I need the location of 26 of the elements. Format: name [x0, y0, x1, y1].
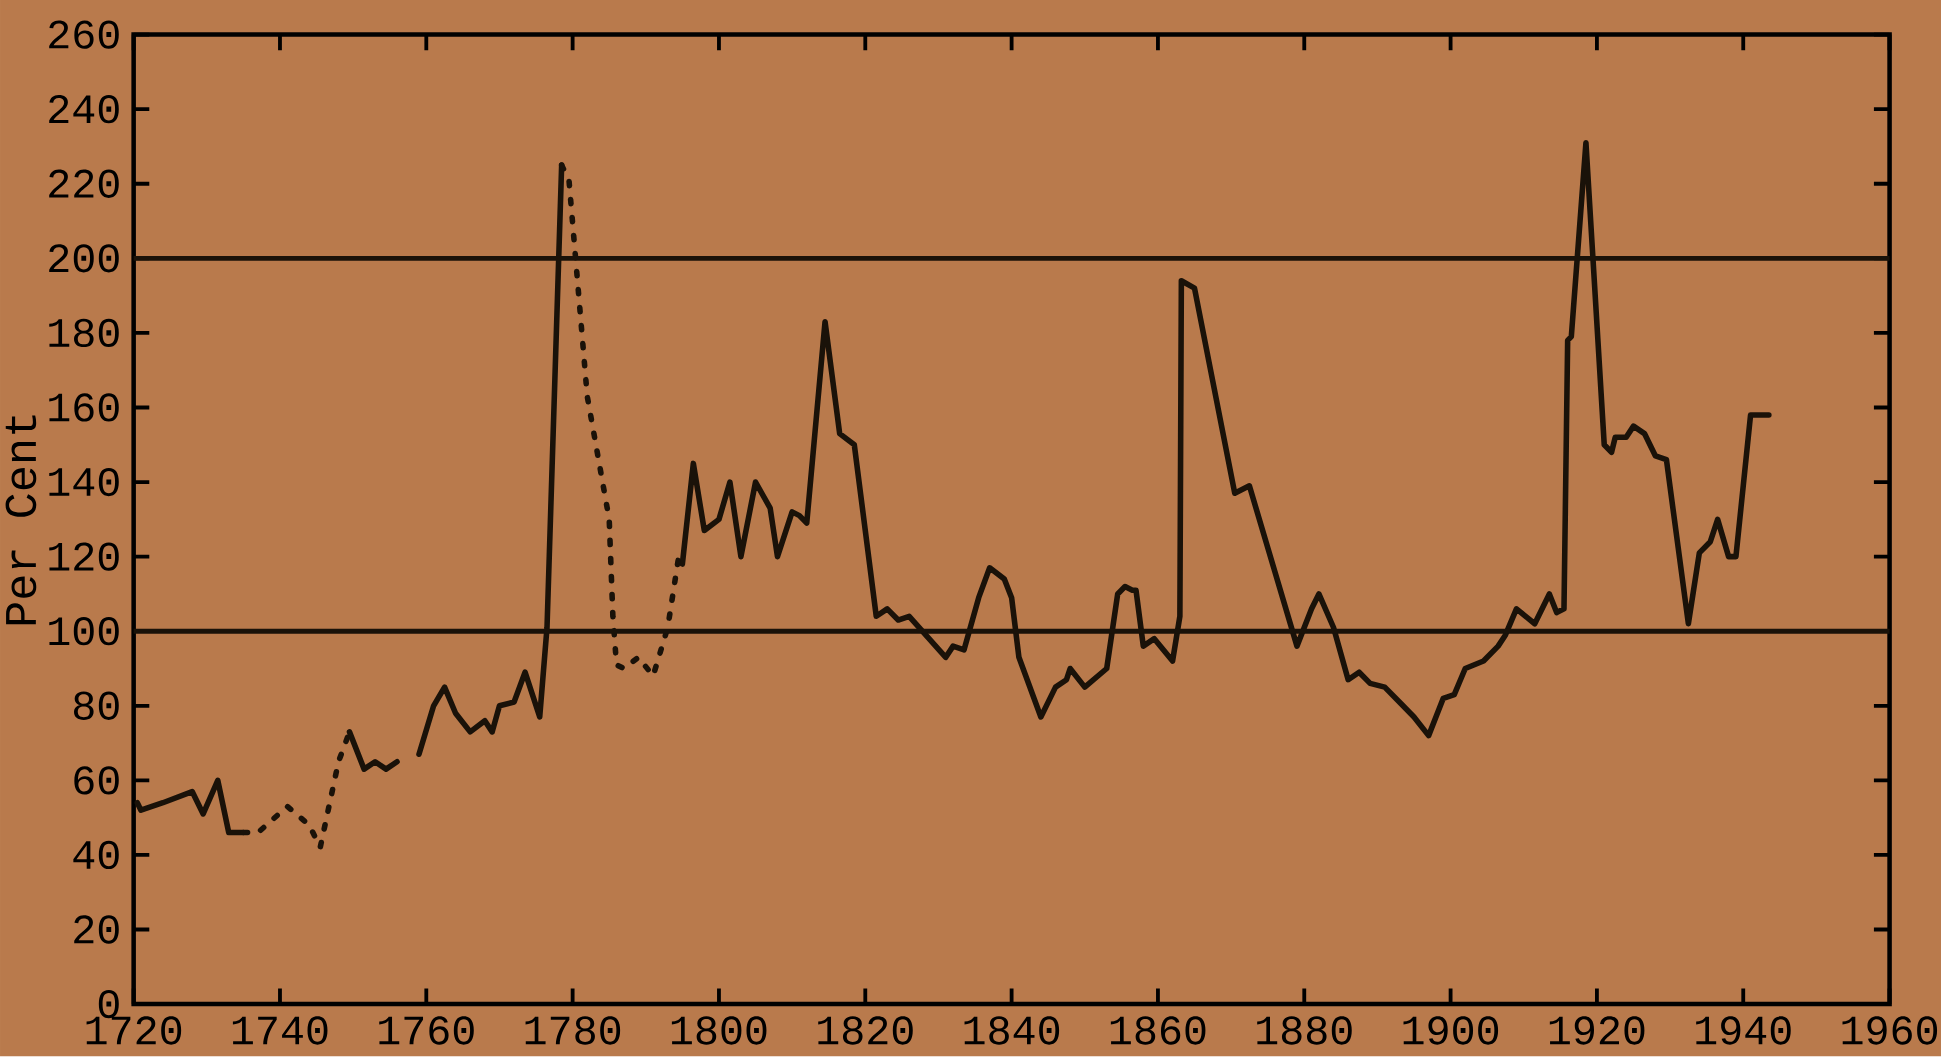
x-tick-label: 1740	[232, 1016, 328, 1045]
x-tick-label: 1920	[1549, 1016, 1645, 1045]
x-tick-label: 1780	[525, 1016, 621, 1045]
y-tick-label: 240	[49, 95, 119, 124]
x-tick-label: 1900	[1403, 1016, 1499, 1045]
x-tick-label: 1820	[818, 1016, 913, 1045]
y-tick-label: 140	[49, 468, 119, 497]
x-tick-label: 1960	[1842, 1016, 1938, 1045]
y-tick-label: 120	[49, 542, 119, 572]
y-tick-label: 100	[49, 617, 119, 646]
x-tick-label: 1840	[964, 1016, 1060, 1045]
y-tick-label: 180	[49, 318, 119, 348]
x-tick-label: 1860	[1110, 1016, 1206, 1045]
y-axis-title: Per Cent	[5, 415, 37, 625]
x-tick-label: 1760	[379, 1016, 474, 1045]
x-tick-label: 1800	[671, 1016, 767, 1045]
y-tick-label: 220	[49, 169, 119, 199]
y-tick-label: 160	[49, 393, 119, 422]
y-tick-label: 60	[74, 766, 119, 795]
y-tick-label: 20	[74, 915, 119, 944]
x-tick-label: 1880	[1257, 1016, 1352, 1045]
y-tick-label: 40	[73, 841, 119, 870]
x-tick-label: 1940	[1696, 1016, 1791, 1045]
y-tick-label: 80	[74, 691, 119, 721]
y-tick-label: 260	[49, 20, 119, 49]
y-tick-label: 200	[49, 244, 119, 273]
